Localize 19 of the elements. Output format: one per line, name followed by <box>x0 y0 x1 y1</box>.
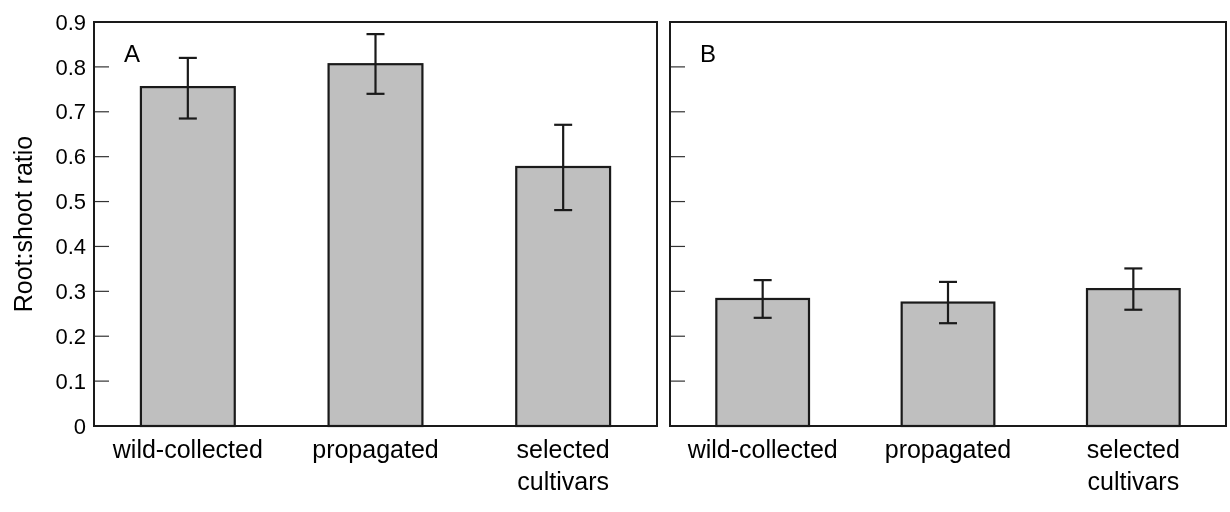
y-tick-label: 0.9 <box>55 9 86 35</box>
y-tick-label: 0.6 <box>55 144 86 170</box>
y-tick-label: 0.2 <box>55 323 86 349</box>
annotation: A <box>124 40 141 67</box>
annotation: B <box>700 40 717 67</box>
x-tick-label: selected cultivars <box>1086 435 1180 495</box>
x-tick-label: propagated <box>884 435 1012 463</box>
y-axis-title: Root:shoot ratio <box>9 135 37 313</box>
y-tick-label: 0.5 <box>55 189 86 215</box>
y-tick-label: 0.8 <box>55 54 86 80</box>
y-tick-label: 0.4 <box>55 234 86 260</box>
x-tick-label: propagated <box>312 435 439 463</box>
y-tick-label: 0.1 <box>55 368 86 394</box>
y-tick-label: 0.3 <box>55 279 86 305</box>
x-tick-label: selected cultivars <box>516 435 610 495</box>
x-tick-label: wild-collected <box>111 435 263 463</box>
y-tick-label: 0 <box>73 413 86 439</box>
y-tick-label: 0.7 <box>55 99 86 125</box>
x-tick-label: wild-collected <box>686 435 838 463</box>
